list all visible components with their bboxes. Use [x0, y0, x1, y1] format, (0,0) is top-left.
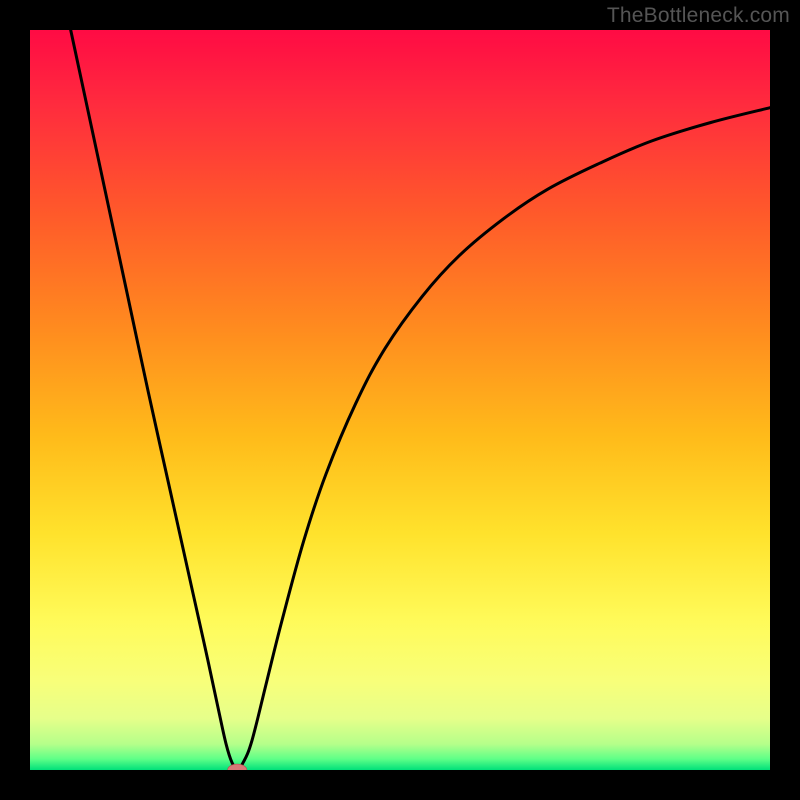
optimal-point-marker	[228, 764, 247, 776]
bottleneck-chart	[0, 0, 800, 800]
watermark-text: TheBottleneck.com	[607, 4, 790, 28]
chart-frame: TheBottleneck.com	[0, 0, 800, 800]
plot-background	[30, 30, 770, 770]
